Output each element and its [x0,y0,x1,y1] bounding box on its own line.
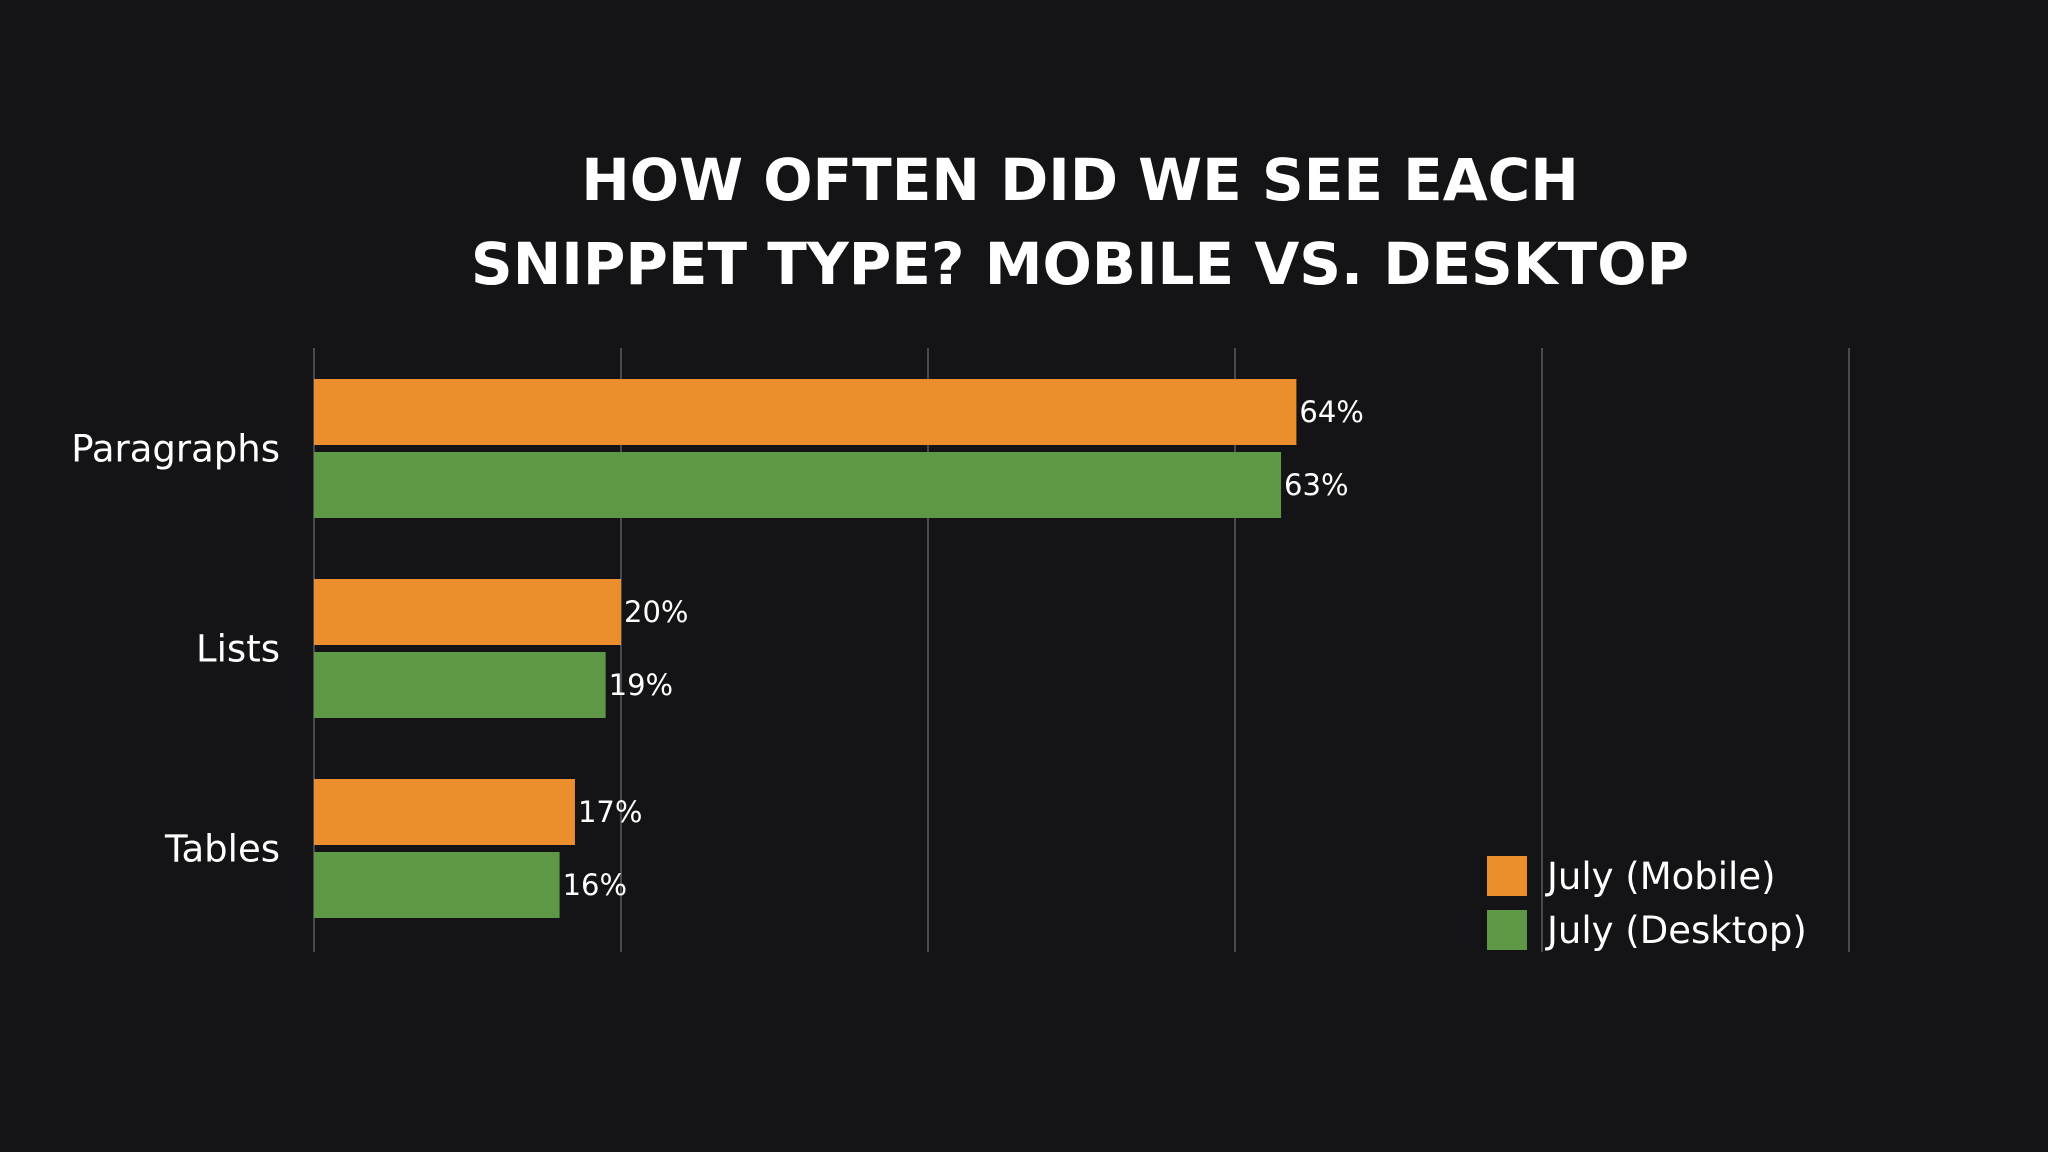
bar-tables-desktop [314,852,560,918]
chart-title-line-1: HOW OFTEN DID WE SEE EACH [581,146,1579,214]
data-label: 17% [578,795,642,829]
data-label: 20% [624,595,688,629]
data-label: 19% [609,668,673,702]
legend-label: July (Mobile) [1545,855,1776,898]
bar-lists-mobile [314,579,621,645]
category-label: Lists [196,628,280,671]
data-label: 64% [1299,395,1363,429]
bar-paragraphs-mobile [314,379,1297,445]
legend-swatch [1487,856,1527,896]
data-label: 63% [1284,468,1348,502]
bar-paragraphs-desktop [314,452,1282,518]
category-label: Tables [164,828,280,871]
data-label: 16% [563,868,627,902]
chart-title-line-2: SNIPPET TYPE? MOBILE VS. DESKTOP [470,230,1690,298]
category-label: Paragraphs [71,428,280,471]
chart-title: HOW OFTEN DID WE SEE EACH SNIPPET TYPE? … [0,138,2048,306]
bar-tables-mobile [314,779,575,845]
legend-label: July (Desktop) [1545,909,1807,952]
bar-lists-desktop [314,652,606,718]
legend-swatch [1487,910,1527,950]
